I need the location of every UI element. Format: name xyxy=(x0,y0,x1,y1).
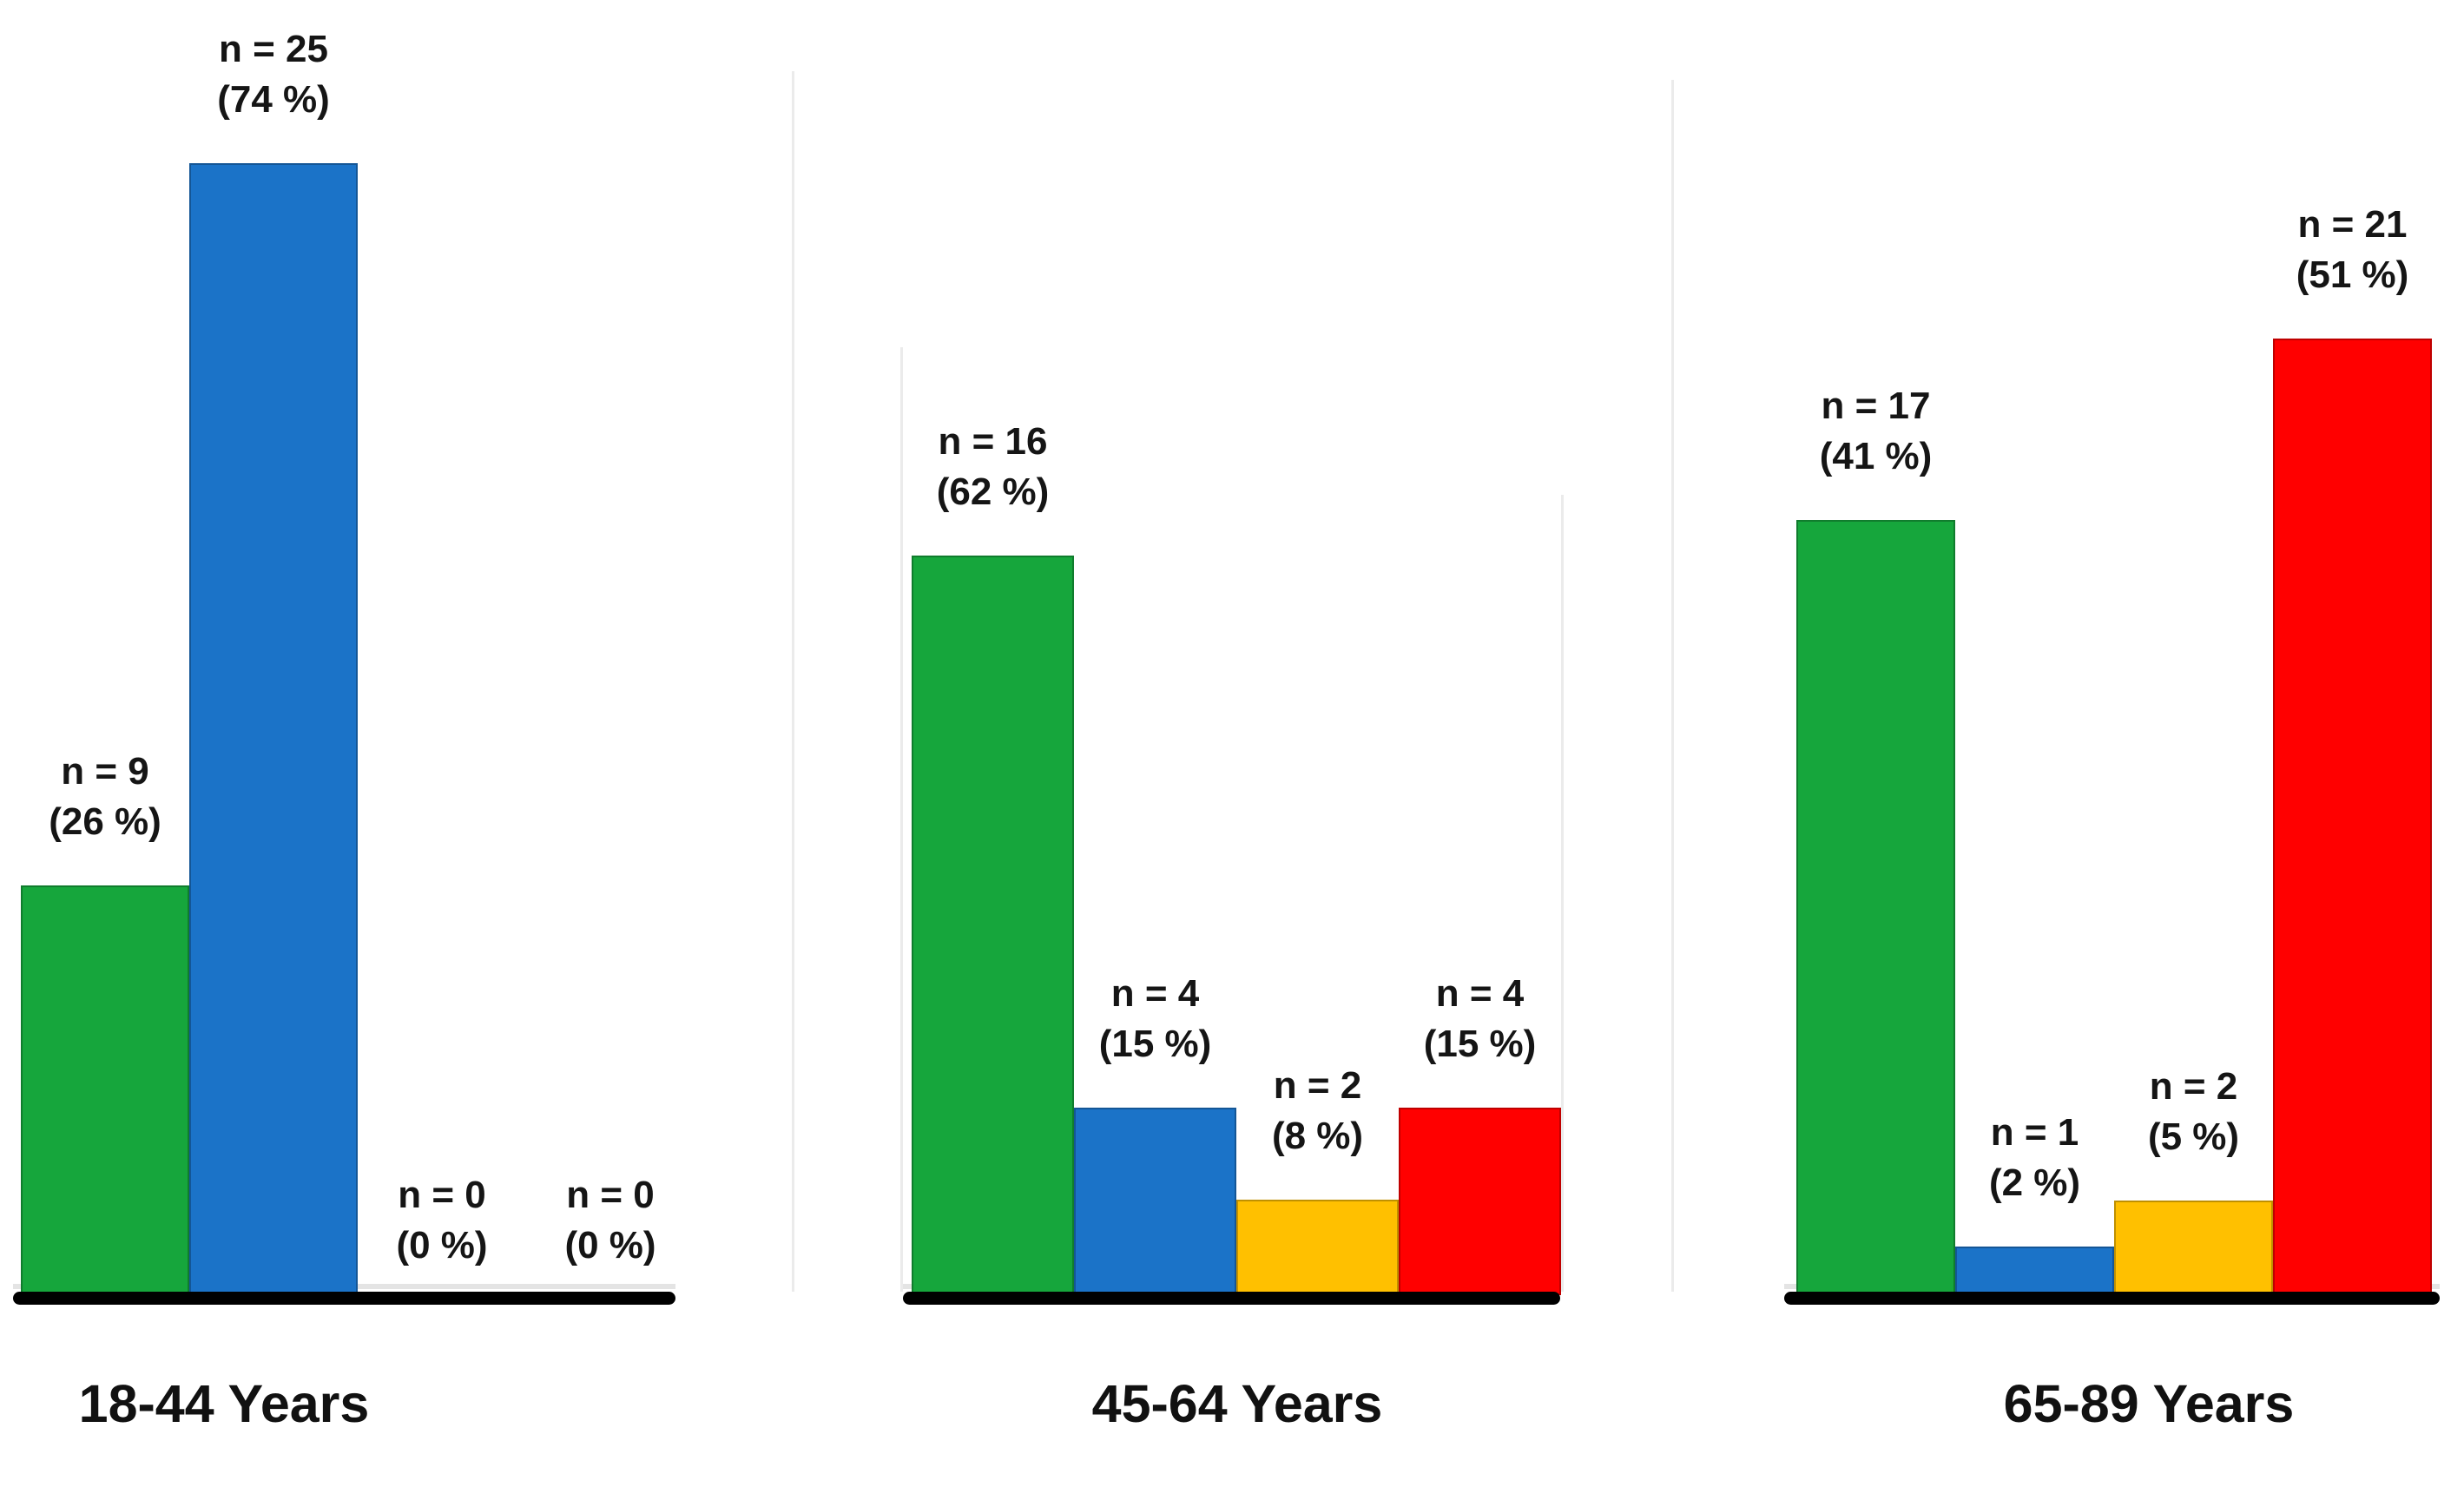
panel-border-line xyxy=(1671,80,1674,1292)
bar-value-pct: (26 %) xyxy=(49,800,161,843)
bar-value-n: n = 0 xyxy=(398,1174,486,1216)
bar-value-label: n = 2 (5 %) xyxy=(2046,1062,2342,1162)
bar-value-n: n = 1 xyxy=(1990,1111,2079,1154)
bar-value-n: n = 2 xyxy=(2149,1065,2238,1108)
bar-value-label: n = 16 (62 %) xyxy=(846,417,1141,517)
bar-value-pct: (15 %) xyxy=(1423,1023,1537,1065)
bar-value-n: n = 16 xyxy=(938,420,1048,463)
bar-blue xyxy=(1955,1247,2114,1295)
bar-value-pct: (5 %) xyxy=(2147,1115,2240,1158)
x-axis-line xyxy=(903,1292,1560,1305)
bar-value-label: n = 9 (26 %) xyxy=(0,747,253,847)
bar-value-pct: (15 %) xyxy=(1098,1023,1212,1065)
age-group-label: 65-89 Years xyxy=(2003,1374,2295,1433)
bar-value-label: n = 2 (8 %) xyxy=(1170,1061,1466,1161)
bar-value-label: n = 17 (41 %) xyxy=(1729,381,2024,482)
bar-value-label: n = 4 (15 %) xyxy=(1008,969,1303,1069)
bar-value-label: n = 1 (2 %) xyxy=(1888,1108,2183,1208)
bar-value-pct: (8 %) xyxy=(1271,1115,1364,1157)
bar-value-n: n = 4 xyxy=(1435,972,1525,1015)
bar-value-label: n = 25 (74 %) xyxy=(126,24,421,125)
bar-value-pct: (41 %) xyxy=(1819,435,1933,477)
bar-value-label: n = 0 (0 %) xyxy=(294,1170,590,1271)
panel-border-line xyxy=(1561,495,1564,1292)
bar-green xyxy=(912,556,1074,1295)
bar-value-n: n = 2 xyxy=(1273,1064,1362,1107)
age-group-label: 18-44 Years xyxy=(78,1374,370,1433)
bar-yellow xyxy=(1236,1200,1399,1295)
bar-red xyxy=(1399,1108,1561,1295)
bar-value-n: n = 0 xyxy=(566,1174,655,1216)
bar-value-n: n = 17 xyxy=(1821,385,1931,427)
bar-red xyxy=(2273,339,2432,1295)
bar-blue xyxy=(1074,1108,1236,1295)
bar-green xyxy=(1796,520,1955,1295)
bar-value-n: n = 21 xyxy=(2297,203,2408,246)
x-axis-line xyxy=(13,1292,675,1305)
x-axis-line xyxy=(1784,1292,2440,1305)
bar-value-pct: (0 %) xyxy=(564,1224,656,1267)
bar-value-pct: (74 %) xyxy=(217,78,330,121)
bar-value-n: n = 9 xyxy=(61,750,149,793)
bar-value-pct: (51 %) xyxy=(2296,253,2409,296)
bar-value-n: n = 4 xyxy=(1110,972,1200,1015)
bar-value-label: n = 4 (15 %) xyxy=(1333,969,1628,1069)
bar-value-n: n = 25 xyxy=(219,28,328,70)
bar-green xyxy=(21,885,189,1295)
panel-border-line xyxy=(792,71,794,1292)
bar-value-pct: (62 %) xyxy=(936,470,1050,513)
bar-yellow xyxy=(2114,1201,2273,1295)
bar-blue xyxy=(189,163,358,1295)
bar-value-label: n = 21 (51 %) xyxy=(2205,200,2464,300)
bar-value-pct: (2 %) xyxy=(1988,1161,2081,1204)
bar-value-label: n = 0 (0 %) xyxy=(463,1170,758,1271)
panel-border-line xyxy=(900,347,903,1292)
bar-value-pct: (0 %) xyxy=(396,1224,488,1267)
age-group-label: 45-64 Years xyxy=(1091,1374,1383,1433)
